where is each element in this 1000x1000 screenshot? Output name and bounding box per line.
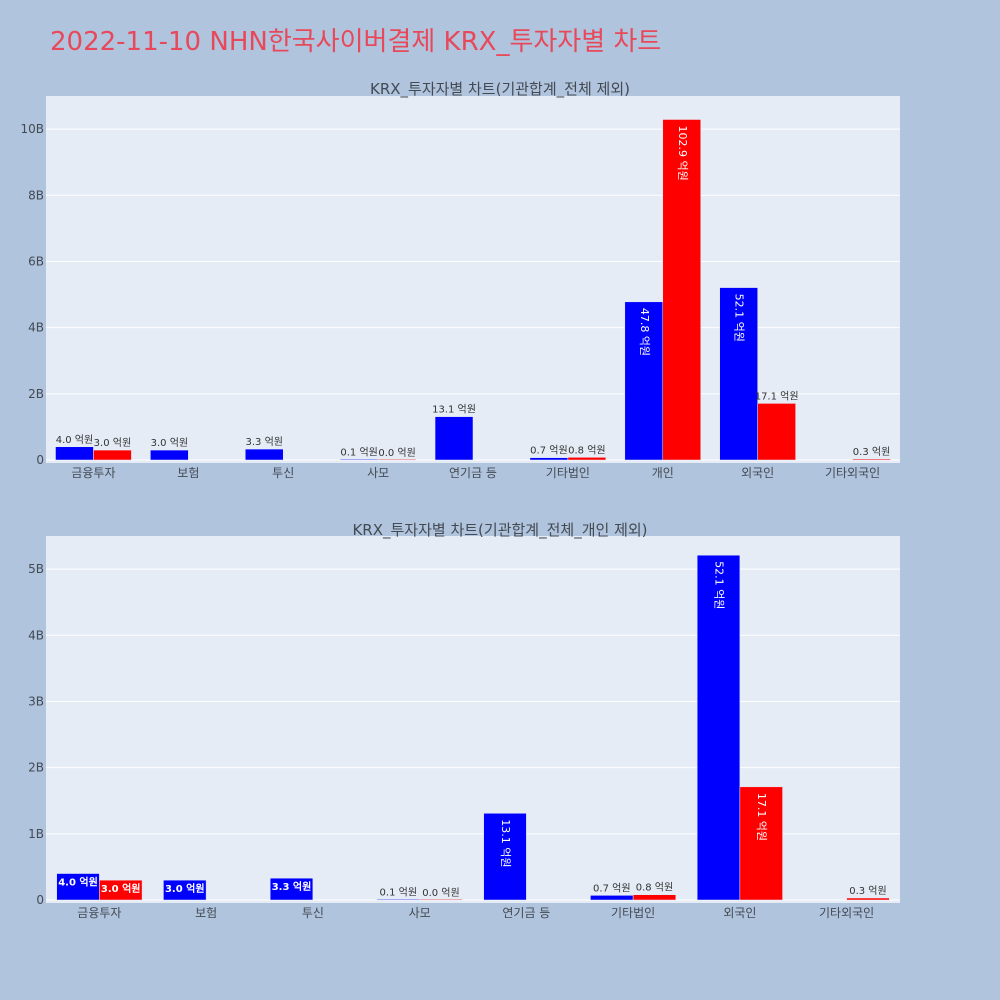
x-tick-label: 사모	[367, 466, 389, 480]
bar	[846, 897, 890, 901]
data-label: 4.0 억원	[58, 876, 98, 889]
bar	[852, 458, 891, 461]
chart-title: KRX_투자자별 차트(기관합계_전체 제외)	[370, 80, 630, 99]
x-tick-label: 금융투자	[71, 466, 115, 480]
y-tick-label: 8B	[28, 188, 44, 202]
chart-1: KRX_투자자별 차트(기관합계_전체 제외) 0 2B 4B 6B 8B 10B 금융투자 4…	[20, 80, 900, 480]
bar	[377, 458, 417, 461]
x-tick-label: 기타외국인	[819, 906, 874, 920]
bar	[739, 786, 783, 901]
data-label: 3.3 억원	[272, 880, 312, 893]
bar	[696, 554, 741, 901]
x-tick-label: 투신	[272, 466, 294, 480]
bar	[419, 898, 463, 901]
page-title: 2022-11-10 NHN한국사이버결제 KRX_투자자별 차트	[50, 27, 661, 57]
y-tick-label: 0	[36, 453, 44, 467]
data-label: 3.0 억원	[101, 882, 141, 895]
x-tick-label: 기타법인	[611, 906, 655, 920]
data-label: 52.1 억원	[713, 561, 726, 609]
bar	[150, 449, 189, 461]
data-label: 0.3 억원	[853, 446, 890, 458]
x-tick-label: 개인	[652, 466, 674, 480]
bar	[376, 898, 420, 901]
bar	[757, 403, 796, 461]
bar	[339, 458, 379, 461]
bar	[163, 879, 207, 901]
y-tick-label: 4B	[28, 628, 44, 642]
x-tick-label: 외국인	[723, 906, 756, 920]
data-label: 0.1 억원	[340, 447, 377, 459]
x-tick-label: 기타법인	[546, 466, 590, 480]
data-label: 3.0 억원	[165, 882, 205, 895]
y-tick-label: 6B	[28, 254, 44, 268]
x-tick-label: 사모	[409, 906, 431, 920]
bar	[529, 457, 569, 461]
x-tick-label: 외국인	[741, 466, 774, 480]
data-label: 47.8 억원	[638, 308, 651, 356]
data-label: 17.1 억원	[755, 793, 768, 841]
data-label: 52.1 억원	[733, 294, 746, 342]
data-label: 0.0 억원	[378, 447, 415, 459]
data-label: 102.9 억원	[676, 125, 689, 180]
data-label: 0.7 억원	[530, 445, 567, 457]
data-label: 3.3 억원	[246, 436, 283, 448]
bar	[590, 895, 634, 901]
data-label: 4.0 억원	[56, 434, 93, 446]
y-tick-label: 5B	[28, 562, 44, 576]
chart-2: KRX_투자자별 차트(기관합계_전체_개인 제외) 0 1B 2B 3B 4B 5B 금융투…	[28, 521, 900, 920]
y-tick-label: 10B	[20, 122, 44, 136]
data-label: 0.7 억원	[593, 882, 630, 894]
x-tick-label: 금융투자	[77, 906, 121, 920]
bar	[662, 119, 701, 461]
data-label: 13.1 억원	[499, 819, 512, 867]
x-tick-label: 기타외국인	[825, 466, 880, 480]
bar	[483, 813, 527, 901]
data-label: 13.1 억원	[432, 404, 476, 416]
data-label: 3.0 억원	[151, 437, 188, 449]
y-tick-label: 4B	[28, 321, 44, 335]
y-tick-label: 3B	[28, 694, 44, 708]
x-tick-label: 투신	[302, 906, 324, 920]
x-tick-label: 연기금 등	[502, 906, 550, 920]
data-label: 0.1 억원	[380, 886, 417, 898]
bar	[55, 446, 94, 461]
x-tick-label: 보험	[177, 466, 199, 480]
bar	[719, 287, 758, 461]
data-label: 0.0 억원	[422, 887, 459, 899]
y-tick-label: 2B	[28, 761, 44, 775]
data-label: 0.3 억원	[849, 885, 886, 897]
y-tick-label: 0	[36, 893, 44, 907]
x-tick-label: 연기금 등	[449, 466, 497, 480]
bar	[567, 457, 607, 461]
data-label: 0.8 억원	[568, 444, 605, 456]
bar	[434, 416, 474, 461]
data-label: 0.8 억원	[636, 882, 673, 894]
bar	[56, 873, 100, 901]
bar	[93, 449, 132, 461]
bar	[99, 879, 143, 901]
y-tick-label: 1B	[28, 827, 44, 841]
x-tick-label: 보험	[195, 906, 217, 920]
data-label: 17.1 억원	[755, 390, 799, 402]
y-tick-label: 2B	[28, 387, 44, 401]
chart-title: KRX_투자자별 차트(기관합계_전체_개인 제외)	[352, 521, 647, 540]
bar	[632, 894, 677, 901]
bar	[269, 877, 314, 901]
bar	[245, 448, 284, 461]
data-label: 3.0 억원	[94, 437, 131, 449]
